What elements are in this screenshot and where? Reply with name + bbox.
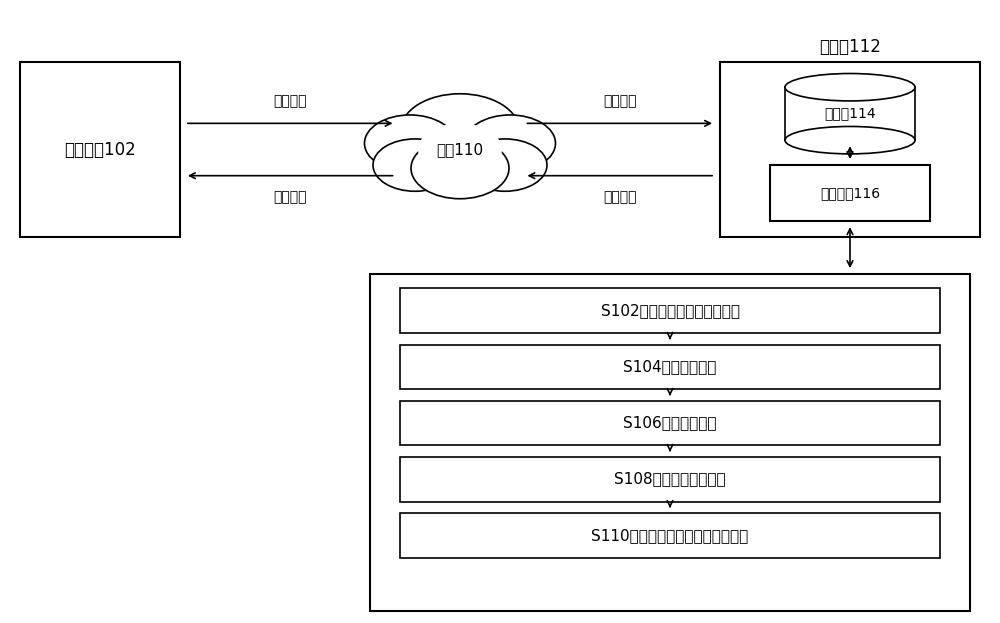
FancyBboxPatch shape [400,513,940,558]
Ellipse shape [785,126,915,154]
Text: 处理引擎116: 处理引擎116 [820,186,880,200]
Text: 融合请求: 融合请求 [603,95,637,108]
Text: 终端设备102: 终端设备102 [64,141,136,158]
Circle shape [464,115,556,171]
Text: 服务器112: 服务器112 [819,38,881,55]
Circle shape [463,139,547,191]
Text: 融合图像: 融合图像 [603,191,637,204]
Text: 数据库114: 数据库114 [824,107,876,121]
Circle shape [373,139,457,191]
Text: S104得到候选图像: S104得到候选图像 [623,359,717,374]
Circle shape [365,115,456,171]
Text: 融合请求: 融合请求 [274,95,307,108]
Text: S102获取目标对象的脸部图像: S102获取目标对象的脸部图像 [600,303,740,318]
FancyBboxPatch shape [400,288,940,333]
FancyBboxPatch shape [720,62,980,237]
Text: S110融合目标脸部图像与素材图像: S110融合目标脸部图像与素材图像 [591,528,749,543]
Circle shape [411,138,509,199]
Circle shape [400,93,520,168]
Circle shape [418,123,502,176]
FancyBboxPatch shape [400,401,940,445]
FancyBboxPatch shape [770,165,930,221]
FancyBboxPatch shape [400,457,940,502]
Ellipse shape [785,74,915,101]
FancyBboxPatch shape [400,345,940,389]
FancyBboxPatch shape [370,274,970,611]
FancyBboxPatch shape [20,62,180,237]
Text: 网络110: 网络110 [436,142,484,157]
Text: S108得到目标脸部图像: S108得到目标脸部图像 [614,472,726,487]
Polygon shape [785,87,915,140]
Text: S106生成素描特征: S106生成素描特征 [623,416,717,430]
Text: 融合图像: 融合图像 [274,191,307,204]
